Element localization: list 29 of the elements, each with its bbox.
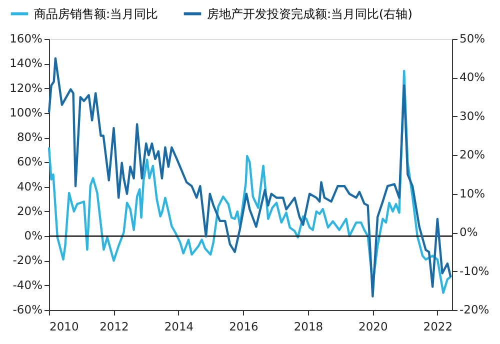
y-tick-label: 160% <box>10 32 43 46</box>
y-tick-label: -60% <box>12 302 43 316</box>
x-tick-label: 2022 <box>423 320 453 334</box>
y2-tick-label: 10% <box>460 186 486 200</box>
y-tick-label: 60% <box>16 154 43 169</box>
x-tick-label: 2020 <box>358 320 388 334</box>
y-tick-label: 20% <box>16 204 43 218</box>
y-tick-label: -40% <box>12 278 43 292</box>
y2-tick-label: -10% <box>460 264 490 278</box>
legend-label: 商品房销售额:当月同比 <box>34 6 158 21</box>
y2-tick-label: 0% <box>460 225 478 240</box>
x-tick-label: 2016 <box>229 320 258 334</box>
y2-tick-label: 20% <box>460 148 486 162</box>
y-tick-label: 120% <box>10 80 43 95</box>
x-tick-label: 2018 <box>294 320 324 334</box>
y2-tick-label: -20% <box>460 302 490 316</box>
y-tick-label: 100% <box>10 105 43 120</box>
y-tick-label: 140% <box>10 56 43 70</box>
x-tick-label: 2012 <box>100 320 129 334</box>
y2-tick-label: 40% <box>460 70 486 84</box>
y-tick-label: 0% <box>24 228 43 243</box>
y-tick-label: -20% <box>12 253 43 268</box>
legend-label: 房地产开发投资完成额:当月同比(右轴) <box>207 6 412 21</box>
y-tick-label: 40% <box>16 179 43 194</box>
x-tick-label: 2010 <box>50 320 79 334</box>
x-tick-label: 2014 <box>164 320 194 334</box>
y2-tick-label: 50% <box>460 32 486 46</box>
y2-tick-label: 30% <box>460 108 486 123</box>
y-tick-label: 80% <box>16 130 43 144</box>
